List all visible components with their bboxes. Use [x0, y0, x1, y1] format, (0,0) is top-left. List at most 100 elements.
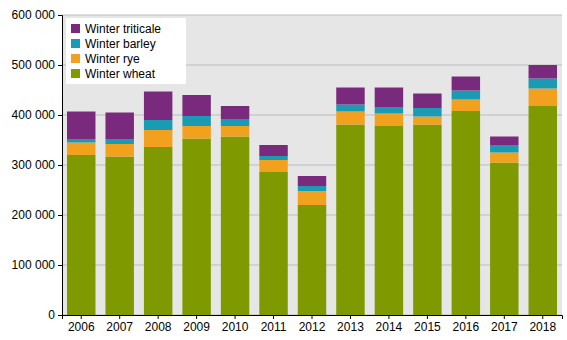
y-tick-mark — [58, 165, 62, 166]
bar — [182, 95, 210, 116]
x-tick-label: 2017 — [491, 320, 518, 334]
bar — [298, 205, 326, 315]
x-tick: 2017 — [491, 315, 518, 334]
y-axis-line — [58, 16, 63, 316]
x-tick: 2018 — [529, 315, 556, 334]
series — [67, 106, 557, 315]
bar — [413, 117, 441, 125]
x-tick-mark — [158, 315, 159, 319]
bar — [182, 116, 210, 126]
x-tick-label: 2015 — [414, 320, 441, 334]
y-tick-label: 0 — [48, 308, 55, 322]
y-tick-label: 400 000 — [12, 108, 56, 122]
bar — [529, 65, 557, 79]
bar — [221, 137, 249, 316]
plot: 0 100 000 200 000 300 000 400 000 500 000 600 … — [12, 8, 563, 333]
bar — [182, 126, 210, 139]
x-tick: 2016 — [452, 315, 479, 334]
legend-label: Winter triticale — [85, 22, 161, 36]
legend: Winter triticaleWinter barleyWinter ryeW… — [66, 18, 186, 84]
y-tick-label: 300 000 — [12, 158, 56, 172]
x-tick: 2007 — [106, 315, 133, 334]
grid-line — [62, 15, 562, 16]
y-tick: 500 000 — [12, 58, 62, 72]
bar — [490, 153, 518, 163]
bar — [375, 114, 403, 127]
bars — [67, 65, 557, 315]
x-axis: 2006 2007 2008 2009 2010 2011 2012 2013 2014 2015… — [63, 315, 563, 334]
y-tick: 600 000 — [12, 8, 62, 22]
legend-label: Winter barley — [85, 37, 156, 51]
legend-swatch — [71, 39, 80, 48]
legend-swatch — [71, 24, 80, 33]
x-tick: 2006 — [68, 315, 95, 334]
x-tick: 2012 — [299, 315, 326, 334]
x-tick-label: 2007 — [106, 320, 133, 334]
y-tick-mark — [58, 115, 62, 116]
bar — [375, 126, 403, 315]
x-tick: 2009 — [183, 315, 210, 334]
x-tick-label: 2018 — [529, 320, 556, 334]
y-tick-mark — [58, 265, 62, 266]
x-tick-label: 2014 — [376, 320, 403, 334]
bar — [375, 107, 403, 114]
x-tick-mark — [350, 315, 351, 319]
x-tick-mark — [119, 315, 120, 319]
bar — [490, 145, 518, 153]
legend-item: Winter barley — [71, 37, 156, 51]
legend-swatch — [71, 54, 80, 63]
y-tick-mark — [58, 65, 62, 66]
bar — [221, 126, 249, 137]
x-tick: 2011 — [261, 315, 287, 334]
legend-item: Winter wheat — [71, 67, 156, 81]
y-tick-label: 200 000 — [12, 208, 56, 222]
bar — [490, 137, 518, 146]
bar — [144, 92, 172, 121]
bar — [452, 111, 480, 315]
x-tick-label: 2016 — [452, 320, 479, 334]
x-tick-mark — [235, 315, 236, 319]
bar — [67, 155, 95, 315]
bar — [452, 91, 480, 100]
x-tick-label: 2009 — [183, 320, 210, 334]
bar — [336, 88, 364, 105]
bar — [259, 156, 287, 160]
bar — [336, 125, 364, 316]
bar — [67, 112, 95, 140]
y-tick-label: 100 000 — [12, 258, 56, 272]
y-tick-mark — [58, 315, 62, 316]
x-tick: 2015 — [414, 315, 441, 334]
x-tick-label: 2013 — [337, 320, 364, 334]
x-tick-mark — [465, 315, 466, 319]
bar — [298, 176, 326, 186]
legend-background — [66, 18, 186, 84]
bar — [105, 139, 133, 144]
x-tick-mark — [388, 315, 389, 319]
x-tick-label: 2012 — [299, 320, 326, 334]
grid-line — [62, 115, 562, 116]
plot-background — [62, 15, 562, 315]
bar — [375, 88, 403, 108]
x-tick-mark — [81, 315, 82, 319]
bar — [105, 113, 133, 140]
x-tick-label: 2008 — [145, 320, 172, 334]
series — [67, 79, 557, 192]
y-tick-label: 600 000 — [12, 8, 56, 22]
bar — [336, 105, 364, 112]
bar — [413, 108, 441, 117]
grid-line — [62, 165, 562, 166]
y-tick: 200 000 — [12, 208, 62, 222]
x-tick: 2013 — [337, 315, 364, 334]
bar — [221, 119, 249, 126]
y-tick: 100 000 — [12, 258, 62, 272]
bar — [452, 77, 480, 91]
x-tick-label: 2011 — [261, 320, 287, 334]
bar — [144, 130, 172, 147]
bar — [413, 125, 441, 316]
chart: 0 100 000 200 000 300 000 400 000 500 000 600 … — [0, 0, 567, 340]
legend-swatch — [71, 69, 80, 78]
y-tick-mark — [58, 15, 62, 16]
bar — [259, 160, 287, 172]
bar — [105, 157, 133, 316]
x-tick: 2010 — [222, 315, 249, 334]
